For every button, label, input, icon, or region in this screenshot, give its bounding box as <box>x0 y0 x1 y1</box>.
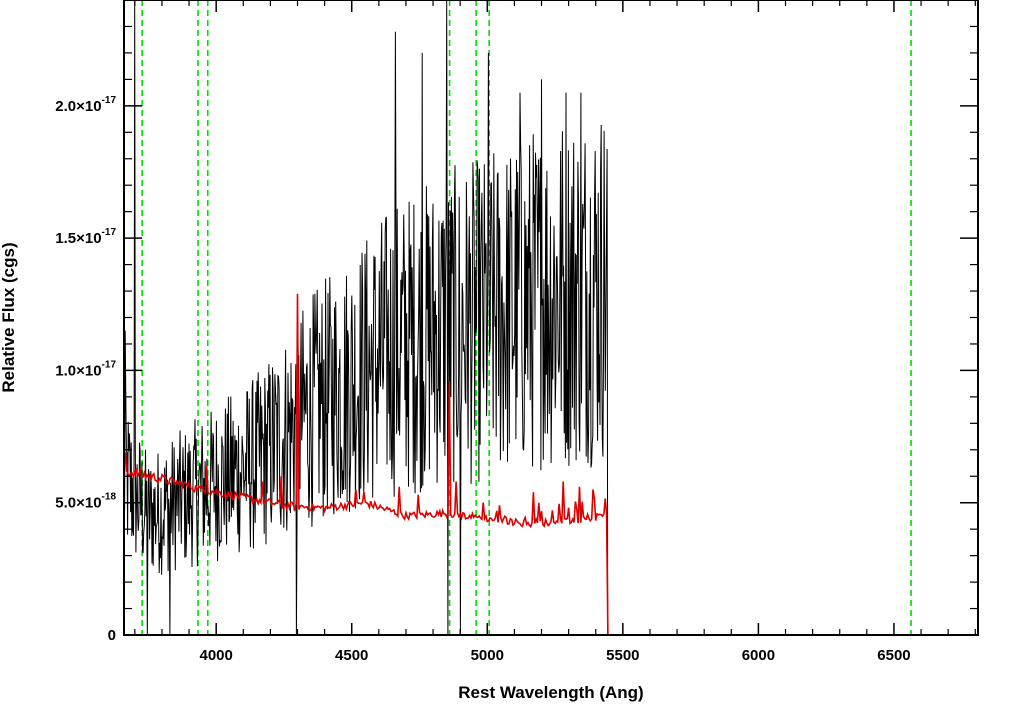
x-axis-title: Rest Wavelength (Ang) <box>458 683 643 702</box>
y-tick-mantissa: 2.0×10 <box>55 98 101 115</box>
y-tick-label: 2.0×10-17 <box>55 95 116 115</box>
series-layer <box>123 0 978 636</box>
y-tick-label: 1.5×10-17 <box>55 227 116 247</box>
black-spectrum-line <box>123 0 609 636</box>
x-tick-label: 4500 <box>335 647 368 664</box>
y-tick-exponent: -17 <box>102 359 117 370</box>
x-tick-label: 5000 <box>471 647 504 664</box>
y-axis-title: Relative Flux (cgs) <box>0 242 18 392</box>
x-tick-label: 6000 <box>742 647 775 664</box>
y-tick-mantissa: 1.5×10 <box>55 230 101 247</box>
y-tick-label: 0 <box>108 627 116 644</box>
tick-labels: 4000 4500 5000 5500 6000 6500 0 5.0×10-18 1.0×10… <box>55 95 910 664</box>
y-tick-exponent: -18 <box>102 492 117 503</box>
y-tick-label: 1.0×10-17 <box>55 359 116 379</box>
y-tick-mantissa: 5.0×10 <box>55 495 101 512</box>
ticks <box>124 0 978 636</box>
x-tick-label: 5500 <box>606 647 639 664</box>
y-tick-mantissa: 1.0×10 <box>55 362 101 379</box>
x-tick-label: 6500 <box>877 647 910 664</box>
reference-lines <box>141 0 912 635</box>
x-tick-label: 4000 <box>199 647 232 664</box>
y-tick-label: 5.0×10-18 <box>55 492 116 512</box>
y-tick-exponent: -17 <box>102 95 117 106</box>
y-tick-exponent: -17 <box>102 227 117 238</box>
y-tick-mantissa: 0 <box>108 627 116 644</box>
